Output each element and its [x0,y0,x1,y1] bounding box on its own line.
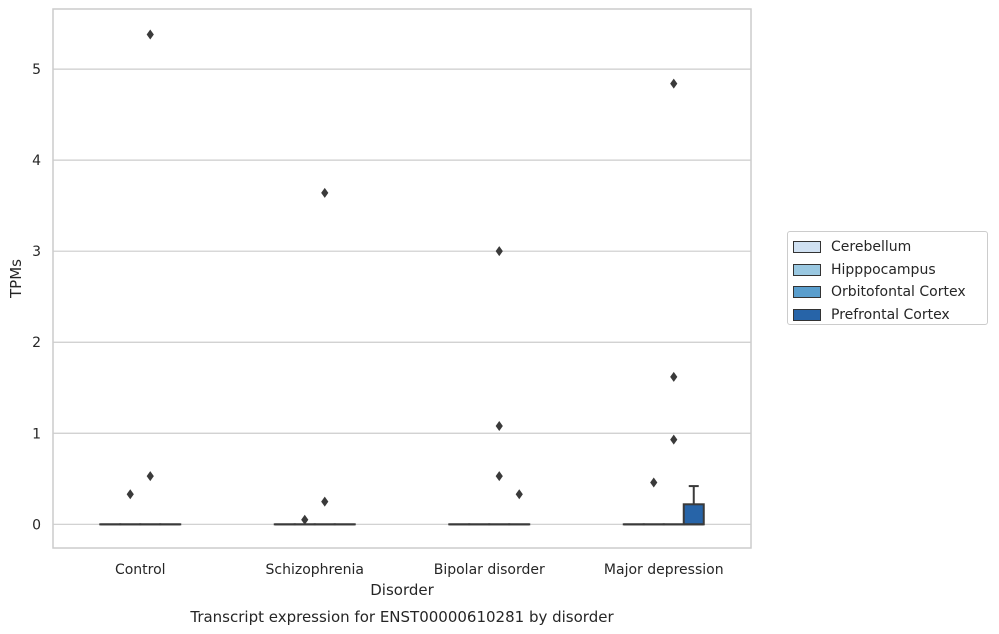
legend-item: Prefrontal Cortex [793,304,987,327]
outlier-point [670,78,678,89]
outlier-point [321,187,329,198]
outlier-point [126,489,134,500]
legend-swatch [793,308,821,321]
outlier-point [670,371,678,382]
y-tick-label: 4 [32,153,41,169]
x-tick-label: Major depression [604,562,724,578]
outlier-point [670,434,678,445]
y-tick-label: 5 [32,62,41,78]
plot-area [53,9,751,548]
outlier-point [146,471,154,482]
legend-label: Orbitofontal Cortex [831,284,966,301]
y-axis-label: TPMs [7,259,25,299]
legend-swatch [793,263,821,276]
outlier-point [495,420,503,431]
x-tick-label: Control [115,562,166,578]
legend-item: Hipppocampus [793,259,987,282]
x-tick-label: Schizophrenia [266,562,364,578]
y-tick-label: 3 [32,244,41,260]
legend-swatch [793,286,821,299]
outlier-point [321,496,329,507]
x-axis-label: Disorder [370,581,434,599]
legend-label: Prefrontal Cortex [831,306,950,323]
legend-item: Orbitofontal Cortex [793,281,987,304]
legend-label: Cerebellum [831,239,912,256]
outlier-point [515,489,523,500]
outlier-point [495,246,503,257]
legend-swatch [793,241,821,254]
outlier-point [301,514,309,525]
outlier-point [146,29,154,40]
y-tick-label: 1 [32,426,41,442]
plot-frame [52,8,752,549]
legend-item: Cerebellum [793,236,987,259]
outlier-point [650,477,658,488]
y-tick-label: 2 [32,335,41,351]
chart-title: Transcript expression for ENST0000061028… [189,608,614,626]
outlier-point [495,471,503,482]
y-tick-label: 0 [32,517,41,533]
box-body [682,503,705,526]
legend: Cerebellum Hipppocampus Orbitofontal Corte… [787,231,988,325]
x-tick-label: Bipolar disorder [434,562,545,578]
legend-label: Hipppocampus [831,261,936,278]
